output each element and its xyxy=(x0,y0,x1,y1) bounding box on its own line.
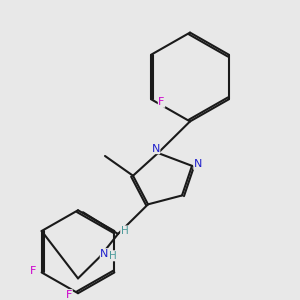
Text: N: N xyxy=(194,159,202,170)
Text: H: H xyxy=(121,226,128,236)
Text: F: F xyxy=(158,97,165,107)
Text: N: N xyxy=(152,144,160,154)
Text: H: H xyxy=(109,251,116,261)
Text: F: F xyxy=(30,266,36,276)
Text: F: F xyxy=(66,290,72,300)
Text: N: N xyxy=(100,249,109,259)
